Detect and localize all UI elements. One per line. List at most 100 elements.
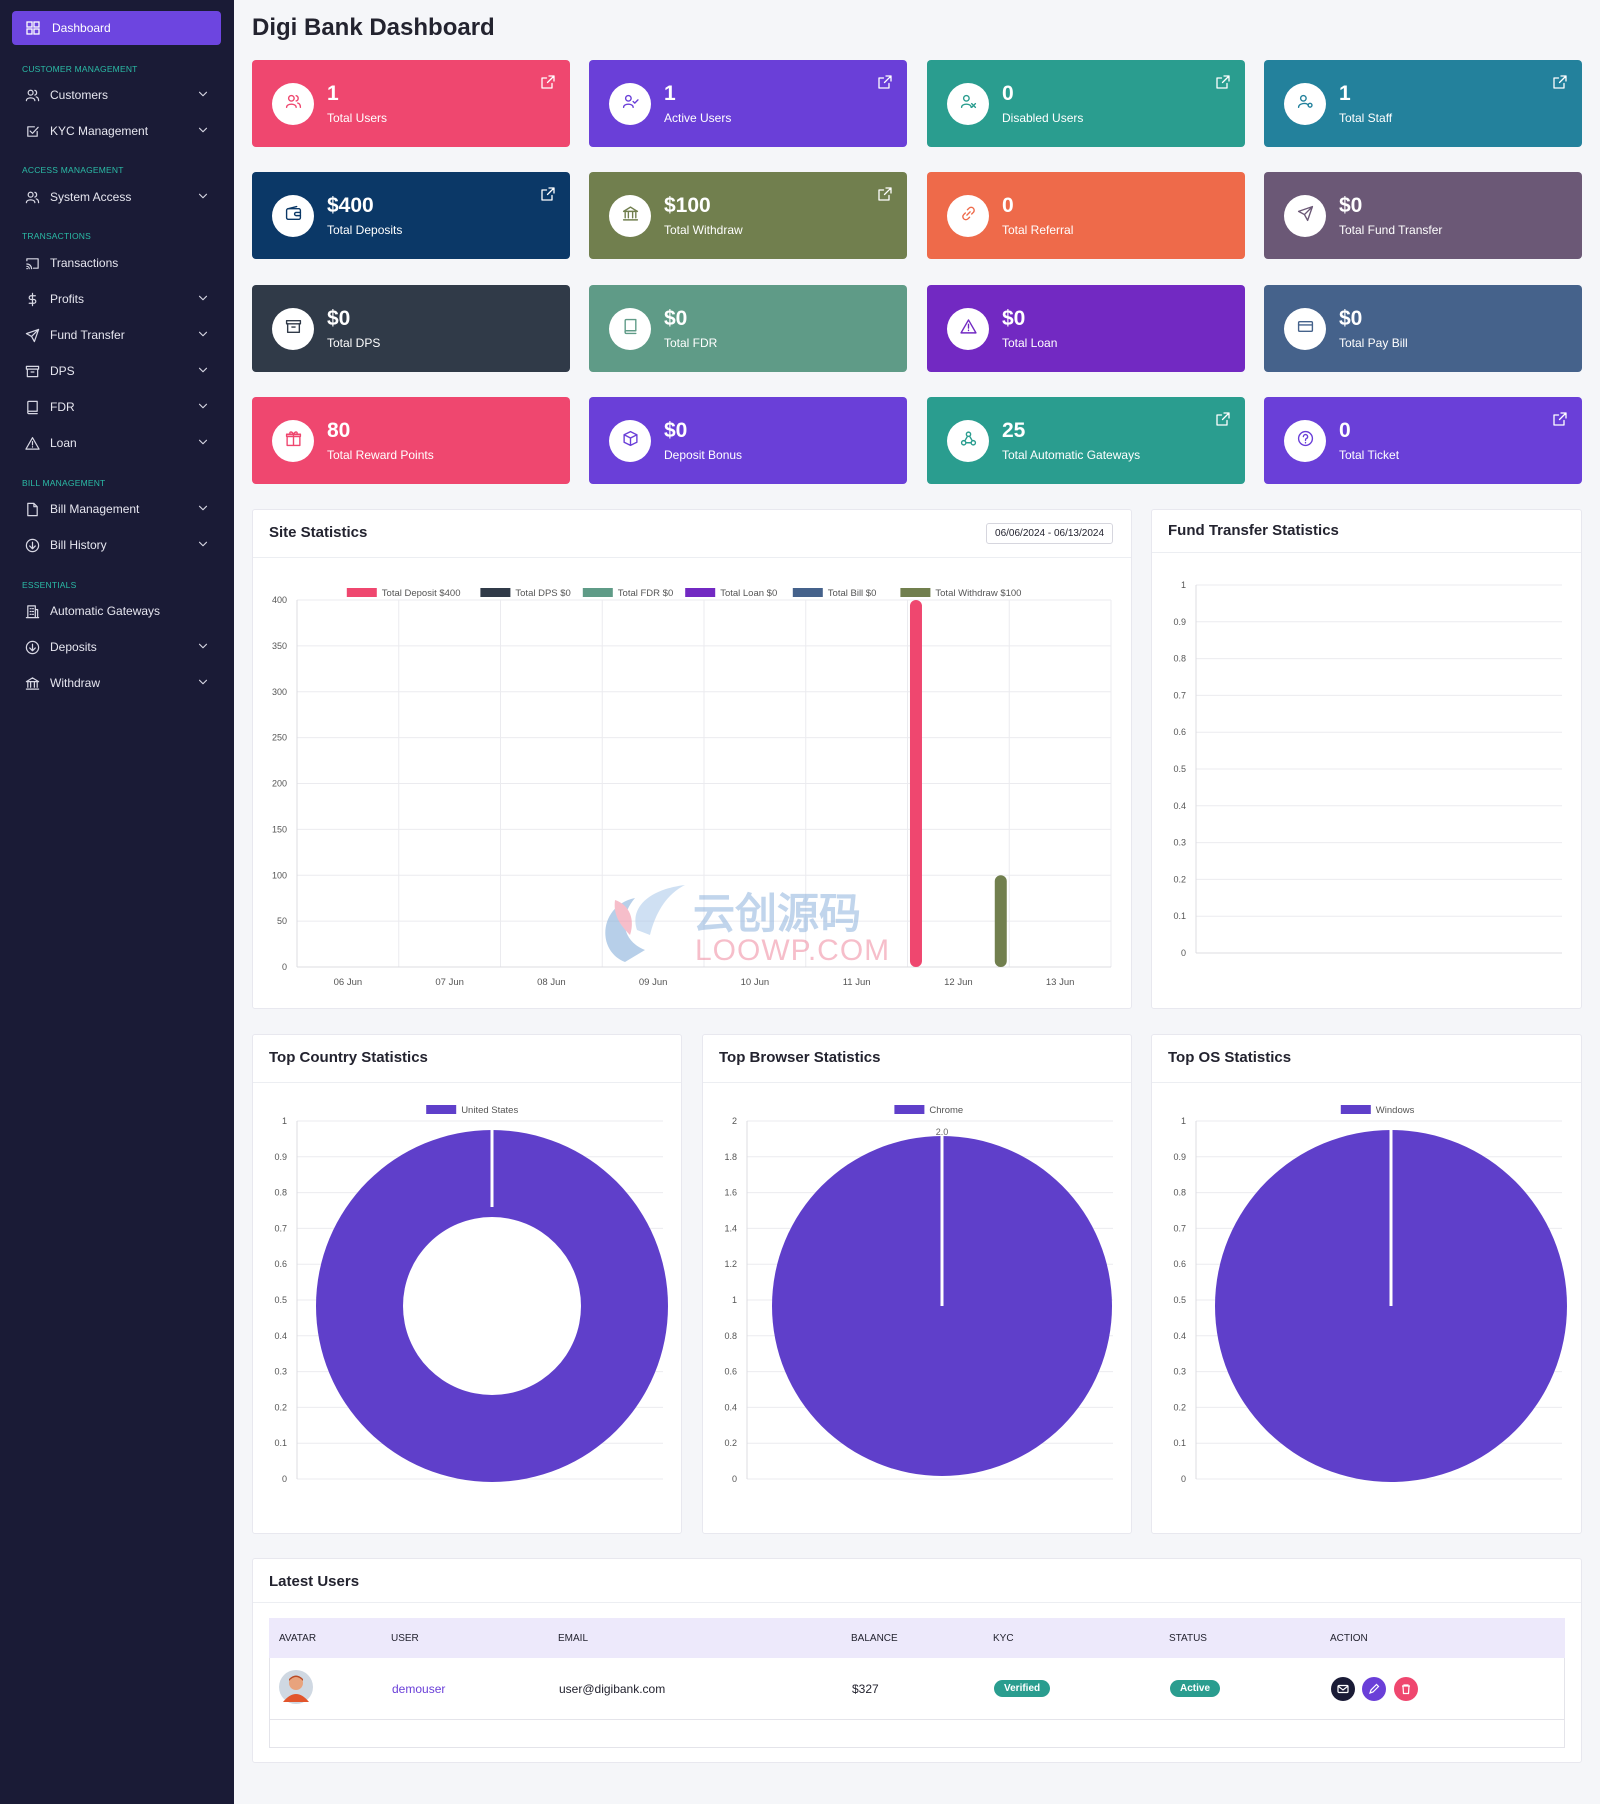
user-link[interactable]: demouser: [392, 1681, 446, 1696]
y-tick-label: 1.2: [724, 1259, 737, 1269]
sidebar-item-withdraw[interactable]: Withdraw: [24, 672, 210, 694]
y-tick-label: 100: [272, 870, 287, 880]
fund-transfer-statistics-panel: Fund Transfer Statistics Fund TransferFu…: [1151, 509, 1582, 1009]
sidebar-item-transactions[interactable]: Transactions: [24, 252, 210, 274]
stat-card-total-reward-points[interactable]: 80 Total Reward Points: [252, 397, 570, 484]
stat-card-total-withdraw[interactable]: $100 Total Withdraw: [589, 172, 907, 259]
stat-card-total-deposits[interactable]: $400 Total Deposits: [252, 172, 570, 259]
y-tick-label: 1.4: [724, 1223, 737, 1233]
stat-card-total-users[interactable]: 1 Total Users: [252, 60, 570, 147]
browser-chart: Chrome 0 0.2 0.4 0.6 0.8 1 1.2 1.4 1.6 1.8 2 2.0: [724, 1105, 1113, 1484]
sidebar-item-profits[interactable]: Profits: [24, 288, 210, 310]
y-tick-label: 350: [272, 641, 287, 651]
sidebar-item-label: Bill Management: [50, 502, 140, 516]
sidebar-item-bill-history[interactable]: Bill History: [24, 534, 210, 556]
stat-card-total-pay-bill[interactable]: $0 Total Pay Bill: [1264, 285, 1582, 372]
stat-card-disabled-users[interactable]: 0 Disabled Users: [927, 60, 1245, 147]
stat-card-total-fdr[interactable]: $0 Total FDR: [589, 285, 907, 372]
sidebar-item-fdr[interactable]: FDR: [24, 396, 210, 418]
external-link-icon[interactable]: [877, 186, 893, 202]
stat-card-total-fund-transfer[interactable]: $0 Total Fund Transfer: [1264, 172, 1582, 259]
arrow-circle-icon: [24, 537, 40, 553]
stat-card-total-referral[interactable]: 0 Total Referral: [927, 172, 1245, 259]
y-tick-label: 0: [1181, 1474, 1186, 1484]
external-link-icon[interactable]: [1215, 74, 1231, 90]
sidebar-item-label: Deposits: [50, 640, 97, 654]
sidebar-item-automatic-gateways[interactable]: Automatic Gateways: [24, 600, 210, 622]
chevron-down-icon: [196, 435, 210, 452]
book-icon: [622, 318, 639, 340]
divider: [253, 1082, 681, 1083]
sidebar-item-customers[interactable]: Customers: [24, 84, 210, 106]
date-range-picker[interactable]: 06/06/2024 - 06/13/2024: [986, 523, 1113, 544]
stat-card-active-users[interactable]: 1 Active Users: [589, 60, 907, 147]
sidebar-item-deposits[interactable]: Deposits: [24, 636, 210, 658]
y-tick-label: 0.9: [1173, 1152, 1186, 1162]
panel-title: Fund Transfer Statistics: [1168, 522, 1339, 539]
archive-icon: [285, 318, 302, 340]
card-value: 25: [1002, 419, 1026, 442]
external-link-icon[interactable]: [540, 74, 556, 90]
stat-card-total-automatic-gateways[interactable]: 25 Total Automatic Gateways: [927, 397, 1245, 484]
y-tick-label: 150: [272, 824, 287, 834]
sidebar-item-loan[interactable]: Loan: [24, 432, 210, 454]
chevron-down-icon: [196, 363, 210, 380]
card-label: Active Users: [664, 111, 732, 125]
card-icon-circle: [1284, 308, 1326, 350]
card-label: Total Referral: [1002, 223, 1074, 237]
sidebar-section-label: TRANSACTIONS: [22, 231, 91, 241]
stat-card-total-dps[interactable]: $0 Total DPS: [252, 285, 570, 372]
legend-swatch: [480, 588, 511, 597]
external-link-icon[interactable]: [1552, 74, 1568, 90]
sidebar-item-label: Loan: [50, 436, 77, 450]
y-tick-label: 0.6: [1173, 1259, 1186, 1269]
external-link-icon[interactable]: [540, 186, 556, 202]
page-title: Digi Bank Dashboard: [252, 14, 495, 41]
y-tick-label: 1: [1181, 580, 1186, 590]
send-icon: [1297, 205, 1314, 227]
legend-label: Total Bill $0: [828, 588, 877, 599]
external-link-icon[interactable]: [1552, 411, 1568, 427]
chevron-down-icon: [196, 639, 210, 656]
alert-triangle-icon: [959, 318, 977, 340]
card-label: Total Pay Bill: [1339, 336, 1408, 350]
y-tick-label: 0.8: [274, 1188, 287, 1198]
sidebar-item-bill-management[interactable]: Bill Management: [24, 498, 210, 520]
card-icon-circle: [609, 195, 651, 237]
stat-card-total-loan[interactable]: $0 Total Loan: [927, 285, 1245, 372]
legend-swatch: [685, 588, 716, 597]
card-label: Total DPS: [327, 336, 381, 350]
sidebar-item-kyc-management[interactable]: KYC Management: [24, 120, 210, 142]
column-header-user: USER: [391, 1632, 419, 1644]
y-tick-label: 0: [1181, 948, 1186, 958]
external-link-icon[interactable]: [877, 74, 893, 90]
divider: [253, 1602, 1581, 1603]
delete-button[interactable]: [1393, 1676, 1418, 1701]
sidebar-item-dashboard[interactable]: Dashboard: [12, 11, 221, 45]
sidebar-item-label: Profits: [50, 292, 85, 306]
card-icon-circle: [947, 308, 989, 350]
stat-card-total-ticket[interactable]: 0 Total Ticket: [1264, 397, 1582, 484]
external-link-icon[interactable]: [1215, 411, 1231, 427]
y-tick-label: 1.8: [724, 1152, 737, 1162]
sidebar-item-fund-transfer[interactable]: Fund Transfer: [24, 324, 210, 346]
y-tick-label: 0.9: [1173, 617, 1186, 627]
stat-card-total-staff[interactable]: 1 Total Staff: [1264, 60, 1582, 147]
divider: [703, 1082, 1131, 1083]
legend-label: Total Loan $0: [720, 588, 777, 599]
top-browser-statistics-panel: Top Browser Statistics Chrome 0 0.2 0.4 0.6 0…: [702, 1034, 1132, 1534]
stat-card-deposit-bonus[interactable]: $0 Deposit Bonus: [589, 397, 907, 484]
sidebar-item-system-access[interactable]: System Access: [24, 186, 210, 208]
sidebar-item-dps[interactable]: DPS: [24, 360, 210, 382]
card-value: $0: [664, 307, 688, 330]
mail-button[interactable]: [1331, 1676, 1355, 1701]
credit-card-icon: [1297, 318, 1314, 340]
card-icon-circle: [272, 83, 314, 125]
edit-button[interactable]: [1362, 1676, 1387, 1701]
chevron-down-icon: [196, 537, 210, 554]
top-country-statistics-panel: Top Country Statistics United States 0 0.1…: [252, 1034, 682, 1534]
x-tick-label: 08 Jun: [537, 977, 566, 988]
card-value: $0: [664, 419, 688, 442]
top-os-statistics-panel: Top OS Statistics Windows 0 0.1 0.2 0.3 0.4 0.…: [1151, 1034, 1582, 1534]
panel-title: Top OS Statistics: [1168, 1049, 1292, 1066]
